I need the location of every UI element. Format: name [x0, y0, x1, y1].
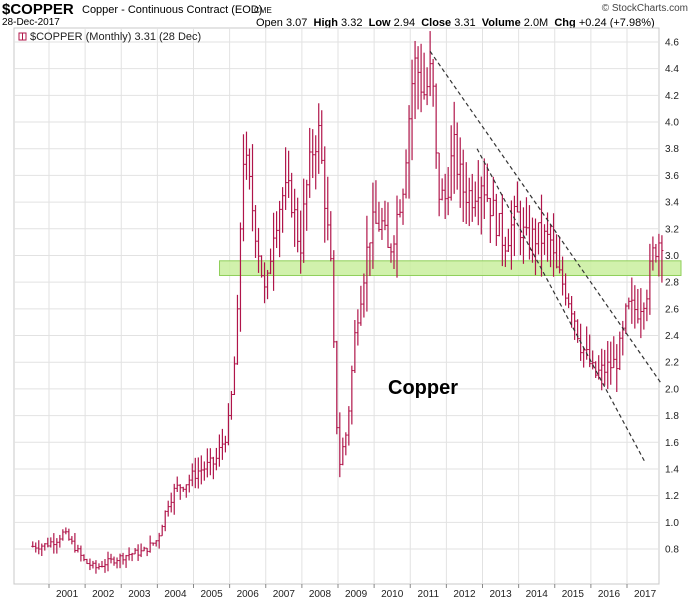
- x-tick-label: 2010: [381, 589, 404, 600]
- axis-labels-layer: 0.8 1.0 1.2 1.4 1.6 1.8 2.0 2.2 2.4 2.6 2.8 3.0 3.2 3…: [48, 38, 679, 600]
- ohlc-bars-layer: [31, 31, 664, 574]
- x-tick-label: 2009: [345, 589, 368, 600]
- x-tick-label: 2008: [309, 589, 332, 600]
- trendline-layer: [429, 50, 662, 463]
- chg-label: Chg: [554, 17, 576, 29]
- x-tick-label: 2013: [489, 589, 512, 600]
- y-tick-label: 4.0: [665, 118, 679, 129]
- x-tick-label: 2011: [418, 589, 440, 600]
- plot-frame: [13, 27, 660, 585]
- volume-value: 2.0M: [523, 17, 549, 29]
- x-tick-label: 2017: [634, 589, 657, 600]
- y-tick-label: 1.4: [665, 464, 679, 475]
- trendline: [476, 148, 646, 463]
- y-tick-label: 3.0: [665, 251, 679, 262]
- grid-layer: [14, 28, 659, 584]
- y-tick-label: 4.4: [665, 64, 679, 75]
- low-value: 2.94: [393, 17, 416, 29]
- y-tick-label: 2.0: [665, 384, 679, 395]
- y-tick-label: 2.2: [665, 358, 679, 369]
- y-tick-label: 3.2: [665, 224, 679, 235]
- y-tick-label: 1.8: [665, 411, 679, 422]
- volume-label: Volume: [481, 17, 521, 29]
- support-band-layer: [219, 260, 682, 276]
- y-tick-label: 4.6: [665, 38, 679, 49]
- high-label: High: [313, 17, 338, 29]
- y-tick-label: 3.6: [665, 171, 679, 182]
- x-tick-label: 2001: [56, 589, 79, 600]
- y-tick-label: 3.8: [665, 144, 679, 155]
- y-tick-label: 1.2: [665, 491, 679, 502]
- chg-value: +0.24 (+7.98%): [578, 17, 655, 29]
- y-tick-label: 1.0: [665, 518, 679, 529]
- quote-summary: Open 3.07 High 3.32 Low 2.94 Close 3.31 …: [256, 17, 655, 29]
- x-tick-label: 2006: [237, 589, 260, 600]
- high-value: 3.32: [341, 17, 363, 29]
- exchange-label: CME: [254, 6, 272, 15]
- y-tick-label: 1.6: [665, 438, 679, 449]
- low-label: Low: [368, 17, 391, 29]
- x-tick-label: 2014: [526, 589, 549, 600]
- support-band: [219, 260, 682, 276]
- legend: $COPPER (Monthly) 3.31 (28 Dec): [18, 31, 201, 43]
- y-tick-label: 2.6: [665, 304, 679, 315]
- y-tick-label: 2.8: [665, 278, 679, 289]
- x-tick-label: 2016: [598, 589, 621, 600]
- y-tick-label: 0.8: [665, 545, 679, 556]
- trendline: [429, 50, 662, 384]
- chart-symbol: $COPPER: [2, 1, 74, 18]
- x-tick-label: 2005: [200, 589, 223, 600]
- contract-name: Copper - Continuous Contract (EOD): [82, 4, 263, 16]
- y-tick-label: 4.2: [665, 91, 679, 102]
- open-label: Open: [256, 17, 283, 29]
- chart-annotation: Copper: [388, 377, 458, 399]
- y-tick-label: 3.4: [665, 198, 679, 209]
- x-tick-label: 2007: [273, 589, 296, 600]
- close-value: 3.31: [454, 17, 476, 29]
- open-value: 3.07: [285, 17, 308, 29]
- x-tick-label: 2012: [453, 589, 476, 600]
- x-tick-label: 2002: [92, 589, 115, 600]
- x-tick-label: 2003: [128, 589, 151, 600]
- close-label: Close: [421, 17, 452, 29]
- stockcharts-logo: © StockCharts.com: [601, 3, 688, 14]
- y-tick-label: 2.4: [665, 331, 679, 342]
- quote-date: 28-Dec-2017: [2, 17, 60, 28]
- legend-label: $COPPER (Monthly) 3.31 (28 Dec): [30, 31, 201, 43]
- x-tick-label: 2004: [164, 589, 187, 600]
- x-tick-label: 2015: [562, 589, 585, 600]
